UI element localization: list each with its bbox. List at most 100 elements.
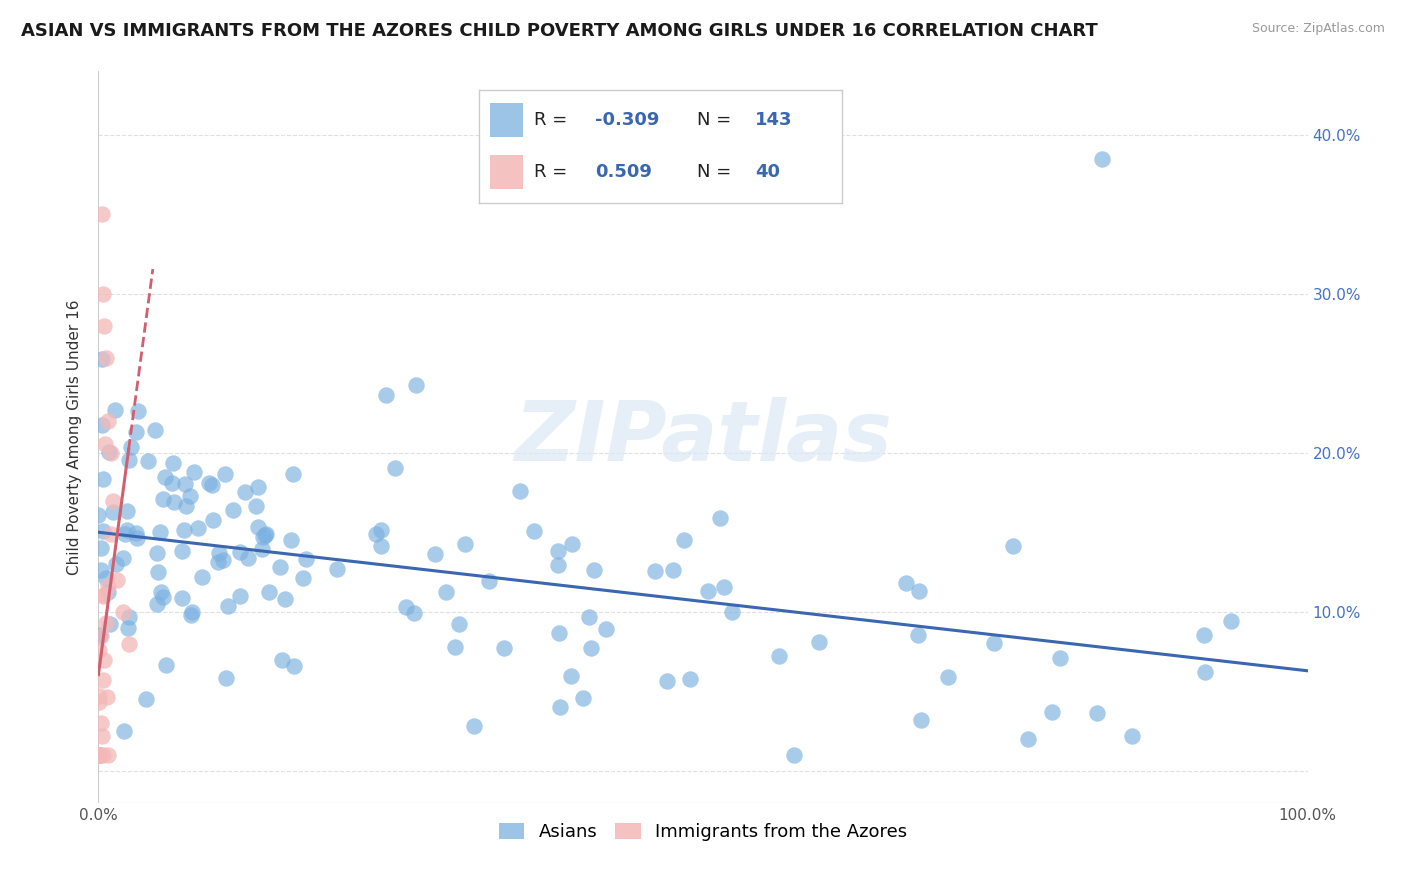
Text: ASIAN VS IMMIGRANTS FROM THE AZORES CHILD POVERTY AMONG GIRLS UNDER 16 CORRELATI: ASIAN VS IMMIGRANTS FROM THE AZORES CHIL… — [21, 22, 1098, 40]
Point — [295, 552, 318, 566]
Point — [463, 719, 485, 733]
Point — [87, 748, 110, 763]
Point — [269, 560, 291, 574]
Point — [98, 444, 121, 458]
Point — [89, 627, 111, 641]
Point — [181, 605, 204, 619]
Point — [87, 748, 110, 763]
Point — [326, 562, 349, 576]
Point — [434, 585, 457, 599]
Point — [179, 489, 201, 503]
Point — [152, 491, 174, 506]
Point — [111, 551, 134, 566]
Point — [395, 599, 418, 614]
Point — [578, 610, 600, 624]
Point — [96, 616, 118, 631]
Point — [509, 483, 531, 498]
Point — [238, 550, 260, 565]
Point — [222, 502, 245, 516]
Point — [103, 403, 125, 417]
Point — [661, 563, 683, 577]
Point — [163, 494, 186, 508]
Point — [90, 629, 112, 643]
Point — [679, 672, 702, 686]
Point — [894, 575, 917, 590]
Point — [97, 578, 120, 592]
Point — [523, 524, 546, 538]
Point — [89, 689, 111, 703]
Point — [111, 605, 134, 619]
Point — [655, 673, 678, 688]
Point — [174, 500, 197, 514]
Point — [112, 723, 135, 738]
Point — [291, 571, 314, 585]
Point — [228, 544, 250, 558]
Point — [91, 472, 114, 486]
Point — [807, 635, 830, 649]
Point — [146, 598, 169, 612]
Point — [136, 453, 159, 467]
Point — [103, 504, 125, 518]
Point — [1091, 152, 1114, 166]
Point — [1121, 729, 1143, 743]
Point — [90, 563, 112, 577]
Point — [118, 637, 141, 651]
Point — [1192, 628, 1215, 642]
Point — [91, 352, 114, 367]
Point — [983, 635, 1005, 649]
Point — [907, 628, 929, 642]
Point — [215, 671, 238, 685]
Point — [94, 436, 117, 450]
Point — [561, 537, 583, 551]
Point — [93, 588, 115, 602]
Point — [572, 690, 595, 705]
Point — [283, 659, 305, 673]
Point — [644, 564, 666, 578]
Point — [454, 537, 477, 551]
Point — [117, 523, 139, 537]
Point — [127, 403, 149, 417]
Point — [146, 546, 169, 560]
Point — [217, 599, 239, 614]
Point — [97, 748, 120, 763]
Point — [283, 467, 305, 482]
Y-axis label: Child Poverty Among Girls Under 16: Child Poverty Among Girls Under 16 — [67, 300, 83, 574]
Point — [1194, 665, 1216, 680]
Point — [87, 748, 110, 763]
Point — [100, 527, 122, 541]
Point — [87, 748, 110, 763]
Point — [90, 716, 112, 731]
Point — [173, 476, 195, 491]
Point — [768, 648, 790, 663]
Point — [271, 653, 294, 667]
Point — [233, 485, 256, 500]
Point — [160, 476, 183, 491]
Point — [214, 467, 236, 481]
Point — [187, 521, 209, 535]
Legend: Asians, Immigrants from the Azores: Asians, Immigrants from the Azores — [492, 816, 914, 848]
Point — [162, 456, 184, 470]
Point — [87, 748, 110, 763]
Point — [478, 574, 501, 588]
Point — [118, 453, 141, 467]
Point — [547, 625, 569, 640]
Point — [120, 441, 142, 455]
Point — [115, 504, 138, 518]
Point — [170, 591, 193, 606]
Point — [91, 748, 114, 763]
Point — [595, 622, 617, 636]
Point — [191, 570, 214, 584]
Point — [114, 526, 136, 541]
Point — [173, 523, 195, 537]
Point — [91, 207, 114, 221]
Point — [90, 541, 112, 556]
Point — [257, 585, 280, 599]
Point — [87, 695, 110, 709]
Point — [97, 584, 120, 599]
Point — [93, 652, 115, 666]
Point — [125, 526, 148, 541]
Point — [1040, 705, 1063, 719]
Point — [910, 714, 932, 728]
Point — [117, 621, 139, 635]
Point — [201, 512, 224, 526]
